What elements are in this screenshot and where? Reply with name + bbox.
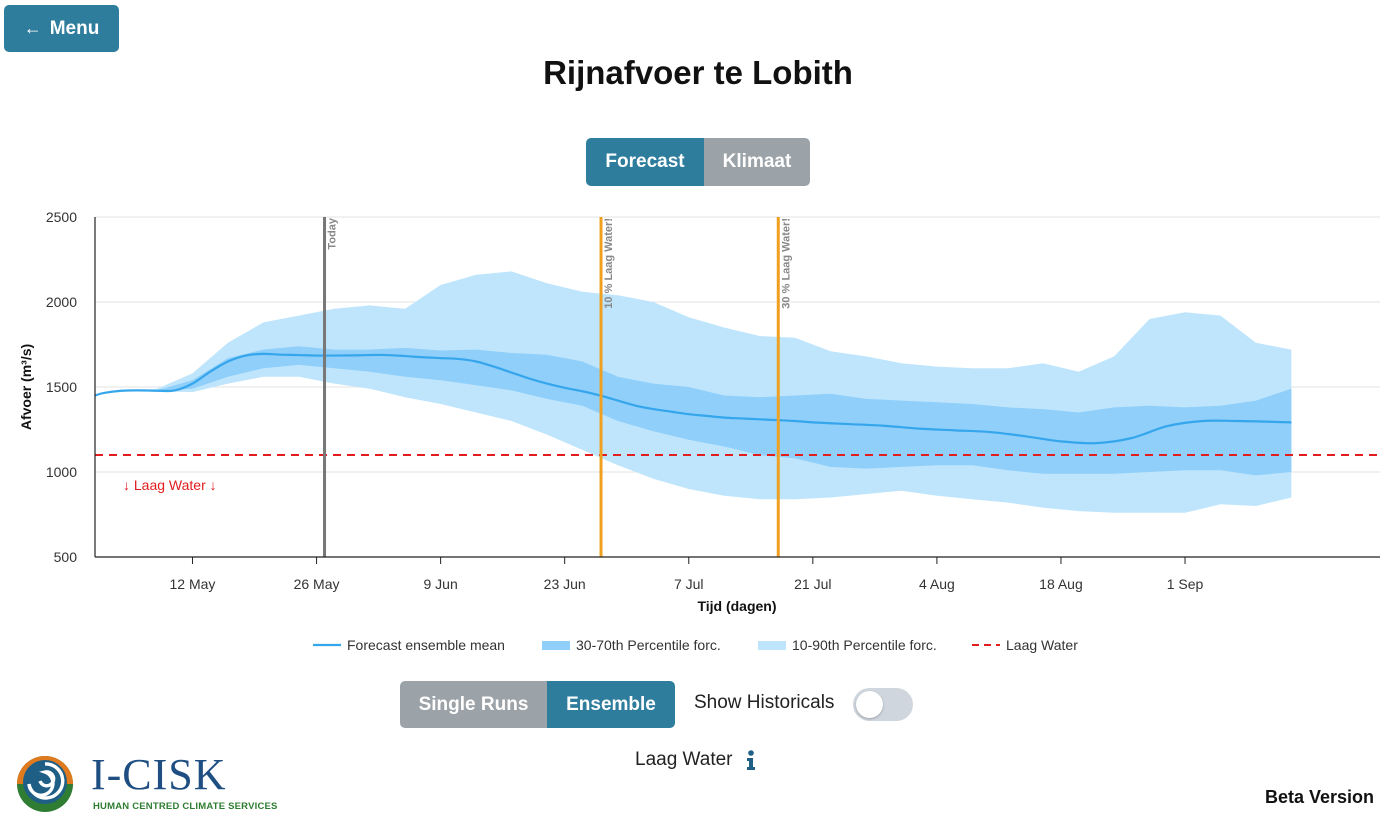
x-tick-label: 26 May	[294, 576, 340, 592]
vertical-markers: Today 10 % Laag Water! 30 % Laag Water!	[323, 217, 792, 557]
brand-subtitle: HUMAN CENTRED CLIMATE SERVICES	[93, 801, 278, 812]
page-title: Rijnafvoer te Lobith	[543, 54, 853, 91]
show-historicals-switch[interactable]	[853, 688, 913, 721]
forecast-klimaat-toggle: Forecast Klimaat	[586, 138, 810, 186]
legend-label-mean: Forecast ensemble mean	[347, 637, 505, 653]
beta-version-label: Beta Version	[1264, 787, 1374, 807]
x-tick-label: 4 Aug	[919, 576, 955, 592]
x-tick-label: 7 Jul	[674, 576, 704, 592]
x-axis-label: Tijd (dagen)	[697, 598, 776, 614]
chart-axes: 500 1000 1500 2000 2500 12 May 26 May 9 Jun 23 J…	[46, 209, 1380, 592]
x-tick-label: 21 Jul	[794, 576, 831, 592]
laag-water-info-label: Laag Water	[635, 749, 733, 770]
single-runs-tab[interactable]: Single Runs	[400, 681, 547, 728]
menu-button-label: Menu	[49, 17, 100, 39]
y-tick-label: 2500	[46, 209, 77, 225]
y-tick-label: 500	[54, 549, 78, 565]
x-tick-label: 23 Jun	[544, 576, 586, 592]
arrow-left-icon: ←	[23, 18, 42, 38]
forecast-tab[interactable]: Forecast	[586, 138, 704, 186]
vline-label: 10 % Laag Water!	[603, 218, 615, 309]
legend-item-10-90[interactable]: 10-90th Percentile forc.	[758, 637, 937, 653]
ensemble-mean-line	[94, 352, 1292, 445]
band-30-70-percentile	[95, 346, 1292, 476]
switch-knob	[856, 691, 883, 718]
y-tick-label: 1000	[46, 464, 77, 480]
menu-button[interactable]: ← Menu	[4, 5, 119, 52]
y-axis-label: Afvoer (m³/s)	[18, 344, 34, 430]
brand-title: I-CISK	[91, 750, 227, 799]
chart-legend: Forecast ensemble mean 30-70th Percentil…	[313, 637, 1078, 653]
legend-item-laag-water[interactable]: Laag Water	[972, 637, 1078, 653]
x-tick-label: 1 Sep	[1167, 576, 1204, 592]
vline-label: Today	[327, 217, 339, 249]
info-icon[interactable]	[744, 749, 758, 771]
show-historicals-label: Show Historicals	[694, 692, 835, 713]
discharge-chart: ↓ Laag Water ↓ Today 10 % Laag Water! 30 %…	[18, 209, 1380, 653]
legend-item-30-70[interactable]: 30-70th Percentile forc.	[542, 637, 721, 653]
klimaat-tab[interactable]: Klimaat	[704, 138, 810, 186]
legend-label-laag-water: Laag Water	[1006, 637, 1078, 653]
x-tick-label: 9 Jun	[423, 576, 457, 592]
x-tick-label: 18 Aug	[1039, 576, 1083, 592]
legend-item-mean[interactable]: Forecast ensemble mean	[313, 637, 505, 653]
laag-water-threshold-label: ↓ Laag Water ↓	[123, 477, 217, 493]
i-cisk-swirl-icon	[17, 756, 73, 812]
single-ensemble-toggle: Single Runs Ensemble	[400, 681, 675, 728]
vline-label: 30 % Laag Water!	[780, 218, 792, 309]
i-cisk-logo: I-CISK HUMAN CENTRED CLIMATE SERVICES	[16, 750, 277, 813]
legend-label-10-90: 10-90th Percentile forc.	[792, 637, 937, 653]
y-tick-label: 2000	[46, 294, 77, 310]
legend-label-30-70: 30-70th Percentile forc.	[576, 637, 721, 653]
x-tick-label: 12 May	[170, 576, 216, 592]
y-tick-label: 1500	[46, 379, 77, 395]
ensemble-tab[interactable]: Ensemble	[547, 681, 675, 728]
